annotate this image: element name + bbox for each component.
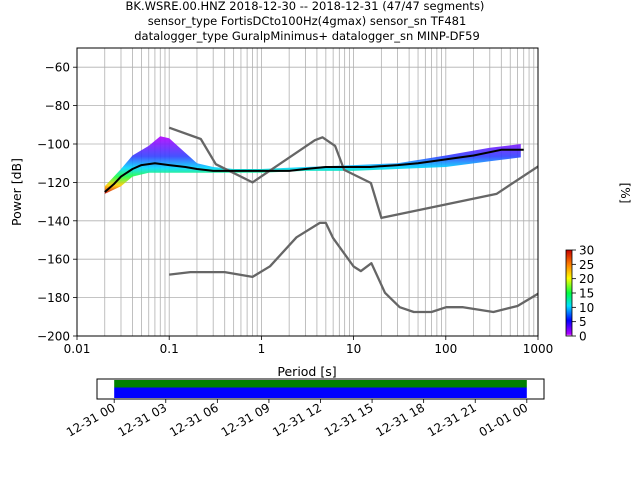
psd-histogram — [104, 136, 521, 194]
y-tick-label: −120 — [37, 176, 70, 190]
y-axis-ticks: −60 −80 −100 −120 −140 −160 −180 −200 — [37, 61, 77, 344]
title-line-2: sensor_type FortisDCto100Hz(4gmax) senso… — [148, 14, 467, 28]
y-tick-label: −200 — [37, 330, 70, 344]
x-tick-label: 1 — [258, 342, 266, 356]
coverage-tick-label: 12-31 18 — [373, 400, 427, 439]
coverage-tick-label: 12-31 09 — [219, 400, 273, 439]
coverage-tick-label: 01-01 00 — [477, 400, 531, 439]
coverage-tick-label: 12-31 00 — [64, 400, 118, 439]
y-tick-label: −100 — [37, 138, 70, 152]
x-axis-label: Period [s] — [277, 364, 336, 379]
y-axis-label: Power [dB] — [9, 158, 24, 226]
coverage-bar — [114, 387, 527, 398]
colorbar-tick-label: 10 — [579, 301, 594, 315]
title-line-3: datalogger_type GuralpMinimus+ datalogge… — [134, 29, 480, 43]
psd-density-band — [104, 136, 521, 194]
y-tick-label: −80 — [45, 99, 70, 113]
x-tick-label: 10 — [346, 342, 361, 356]
coverage-tick-label: 12-31 06 — [167, 400, 221, 439]
nhnm-line — [168, 126, 538, 220]
colorbar-tick-label: 30 — [579, 244, 594, 258]
y-tick-label: −160 — [37, 253, 70, 267]
x-tick-label: 1000 — [523, 342, 554, 356]
colorbar-gradient — [565, 249, 573, 337]
colorbar-tick-label: 15 — [579, 287, 594, 301]
coverage-bars — [114, 380, 527, 398]
colorbar-tick-label: 20 — [579, 272, 594, 286]
grid-lines — [76, 48, 538, 337]
plot-frame — [76, 47, 539, 337]
colorbar-tick-label: 5 — [579, 315, 587, 329]
noise-model-lines — [104, 126, 538, 314]
x-tick-label: 0.1 — [160, 342, 179, 356]
colorbar-label: [%] — [618, 183, 632, 204]
title-line-1: BK.WSRE.00.HNZ 2018-12-30 -- 2018-12-31 … — [126, 0, 485, 13]
coverage-tick-label: 12-31 03 — [116, 400, 170, 439]
colorbar-tick-label: 25 — [579, 258, 594, 272]
coverage-bar — [114, 380, 527, 388]
nlnm-line — [169, 221, 538, 314]
x-tick-label: 100 — [434, 342, 457, 356]
coverage-tick-label: 12-31 12 — [270, 400, 324, 439]
mean-line — [104, 148, 524, 193]
colorbar-tick-label: 0 — [579, 330, 587, 344]
y-tick-label: −140 — [37, 214, 70, 228]
coverage-tick-label: 12-31 21 — [425, 400, 479, 439]
y-tick-label: −60 — [45, 61, 70, 75]
x-axis-ticks: 0.01 0.1 1 10 100 1000 — [64, 336, 554, 356]
y-tick-label: −180 — [37, 291, 70, 305]
figure-title: BK.WSRE.00.HNZ 2018-12-30 -- 2018-12-31 … — [126, 0, 485, 43]
coverage-tick-label: 12-31 15 — [322, 400, 376, 439]
x-tick-label: 0.01 — [64, 342, 91, 356]
